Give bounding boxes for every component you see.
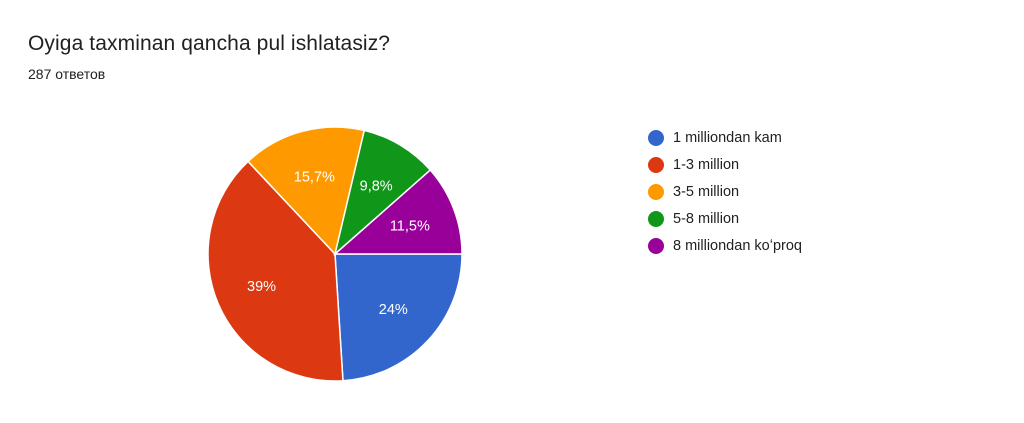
slice-percent-label: 11,5%: [390, 219, 430, 235]
legend: 1 milliondan kam 1-3 million 3-5 million…: [648, 124, 802, 259]
slice-5-8-million[interactable]: [333, 129, 432, 257]
legend-item[interactable]: 1 milliondan kam: [648, 124, 802, 151]
legend-item[interactable]: 5-8 million: [648, 205, 802, 232]
legend-label: 1 milliondan kam: [673, 129, 782, 146]
legend-swatch: [648, 210, 664, 227]
legend-item[interactable]: 1-3 million: [648, 151, 802, 178]
slice-percent-label: 24%: [379, 302, 408, 318]
legend-swatch: [648, 129, 664, 146]
legend-item[interactable]: 3-5 million: [648, 178, 802, 205]
slice-3-5-million[interactable]: [247, 126, 366, 256]
legend-label: 8 milliondan koʻproq: [673, 237, 802, 254]
legend-swatch: [648, 237, 664, 254]
question-title: Oyiga taxminan qancha pul ishlatasiz?: [28, 32, 391, 55]
legend-label: 3-5 million: [673, 183, 740, 200]
slice-8-milliondan-koproq[interactable]: [333, 168, 463, 255]
slice-percent-label: 15,7%: [294, 170, 335, 186]
legend-label: 5-8 million: [673, 210, 740, 227]
slice-1-3-million[interactable]: [207, 160, 344, 382]
slice-1-milliondan-kam[interactable]: [334, 253, 463, 382]
slice-percent-label: 9,8%: [360, 178, 393, 194]
legend-label: 1-3 million: [673, 156, 740, 173]
response-count: 287 ответов: [28, 66, 106, 82]
legend-item[interactable]: 8 milliondan koʻproq: [648, 232, 802, 259]
slice-percent-label: 39%: [247, 279, 276, 295]
legend-swatch: [648, 183, 664, 200]
legend-swatch: [648, 156, 664, 173]
